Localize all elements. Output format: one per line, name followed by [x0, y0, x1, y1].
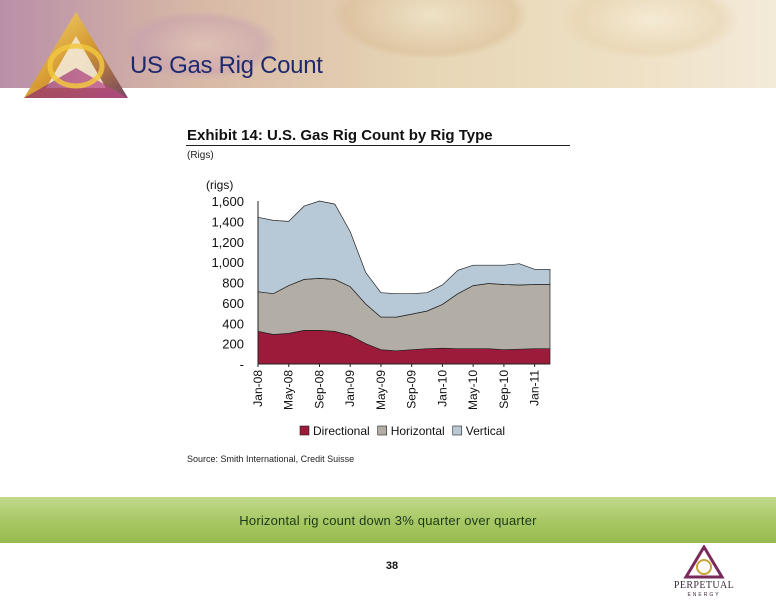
legend-label-vertical: Vertical [466, 424, 505, 438]
x-tick-label: Jan-11 [528, 370, 542, 406]
source-note: Source: Smith International, Credit Suis… [187, 454, 354, 464]
y-tick-label: 600 [222, 296, 244, 311]
legend-label-horizontal: Horizontal [391, 424, 445, 438]
x-tick-label: Jan-09 [343, 370, 357, 407]
y-tick-label: 1,200 [211, 235, 244, 250]
y-tick-label: 200 [222, 337, 244, 352]
y-tick-label: 1,000 [211, 255, 244, 270]
legend-swatch-vertical [452, 425, 463, 436]
page-number: 38 [385, 560, 399, 572]
x-tick-label: May-08 [282, 370, 296, 410]
rig-count-chart: (rigs) - 200 400 600 800 1,000 1,200 1,400 1,600… [206, 178, 551, 438]
source-prefix: Source: [187, 454, 221, 464]
x-tick-label: Sep-10 [497, 370, 511, 409]
legend: Directional Horizontal Vertical [299, 424, 505, 438]
page-title: US Gas Rig Count [130, 52, 323, 79]
x-tick-label: May-10 [466, 370, 480, 410]
header-banner [0, 0, 776, 88]
exhibit-unit: (Rigs) [187, 150, 214, 161]
area-vertical [257, 200, 551, 318]
exhibit-title: Exhibit 14: U.S. Gas Rig Count by Rig Ty… [187, 127, 493, 144]
y-tick-label: 400 [222, 316, 244, 331]
legend-label-directional: Directional [313, 424, 370, 438]
y-tick-label: - [240, 357, 244, 372]
y-axis-label: (rigs) [206, 178, 233, 192]
x-tick-label: Jan-10 [435, 370, 449, 407]
legend-swatch-directional [299, 425, 310, 436]
y-tick-label: 1,600 [211, 194, 244, 209]
y-tick-label: 800 [222, 276, 244, 291]
source-suffix: , Credit Suisse [295, 454, 355, 464]
company-logo-large [20, 8, 132, 104]
company-tagline: ENERGY [687, 592, 721, 598]
x-tick-label: Sep-09 [405, 370, 419, 409]
exhibit-divider [186, 145, 570, 146]
y-tick-label: 1,400 [211, 214, 244, 229]
area-layers [257, 200, 551, 365]
y-axis: - 200 400 600 800 1,000 1,200 1,400 1,600 [211, 194, 259, 372]
company-name: Perpetual [673, 580, 735, 591]
x-axis: Jan-08 May-08 Sep-08 Jan-09 May-09 Sep-09 Jan-… [251, 363, 550, 410]
legend-swatch-horizontal [377, 425, 388, 436]
x-tick-label: Jan-08 [251, 370, 265, 407]
perpetual-logo-icon [672, 544, 736, 600]
key-takeaway-banner: Horizontal rig count down 3% quarter ove… [0, 497, 776, 543]
x-tick-label: May-09 [374, 370, 388, 410]
source-bold: Smith International [220, 454, 296, 464]
banner-text: Horizontal rig count down 3% quarter ove… [239, 513, 537, 528]
x-tick-label: Sep-08 [312, 370, 326, 409]
